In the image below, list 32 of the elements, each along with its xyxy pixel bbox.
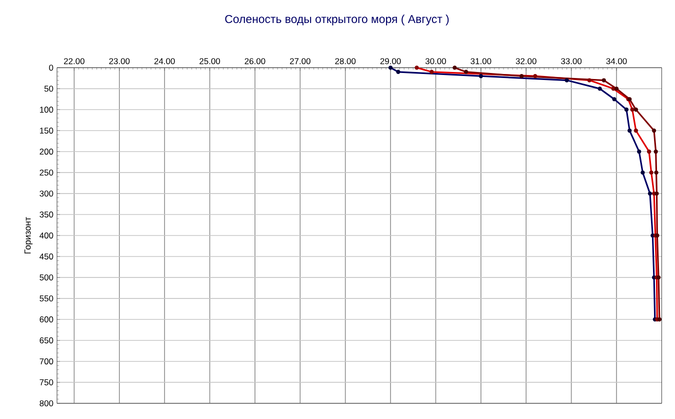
y-tick-label: 50 [44, 86, 54, 92]
x-tick-label: 31.00 [470, 58, 492, 64]
y-tick-label: 700 [40, 358, 54, 364]
y-tick-label: 400 [40, 232, 54, 238]
y-tick-label: 750 [40, 379, 54, 386]
x-tick-label: 30.00 [425, 58, 446, 64]
x-tick-label: 22.00 [64, 58, 84, 64]
x-tick-label: 32.00 [516, 58, 536, 64]
x-tick-label: 34.00 [606, 58, 627, 64]
y-tick-label: 300 [40, 190, 54, 197]
y-tick-label: 550 [40, 295, 54, 302]
chart-title: Соленость воды открытого моря ( Август ) [225, 14, 449, 26]
x-tick-label: 23.00 [109, 58, 130, 64]
x-tick-label: 33.00 [561, 58, 582, 64]
y-tick-label: 200 [40, 148, 54, 155]
y-tick-label: 600 [40, 316, 54, 322]
y-tick-label: 250 [40, 170, 54, 176]
x-tick-label: 25.00 [200, 58, 220, 64]
y-tick-label: 500 [40, 274, 54, 280]
y-tick-label: 650 [40, 337, 54, 344]
y-tick-label: 350 [40, 212, 54, 218]
x-tick-label: 24.00 [154, 58, 175, 64]
y-tick-label: 450 [40, 253, 54, 260]
x-tick-label: 26.00 [244, 58, 266, 64]
y-tick-label: 150 [40, 128, 54, 134]
x-tick-label: 27.00 [290, 58, 310, 64]
x-tick-label: 29.00 [380, 58, 401, 64]
y-tick-label: 0 [49, 64, 54, 71]
y-tick-label: 800 [40, 400, 54, 406]
y-tick-label: 100 [40, 106, 54, 113]
x-tick-label: 28.00 [335, 58, 356, 64]
y-axis-title: Горизонт [24, 217, 33, 254]
